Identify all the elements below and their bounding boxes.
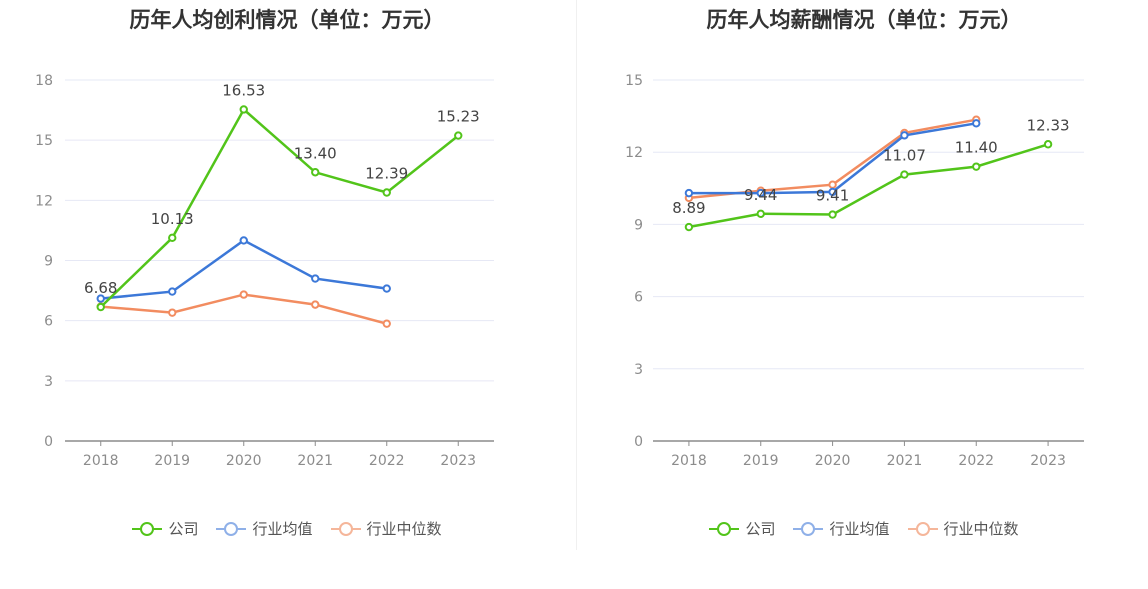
data-label: 9.44 xyxy=(744,186,777,204)
data-point-industry_median xyxy=(311,300,320,309)
data-label: 15.23 xyxy=(437,108,480,126)
data-point-industry_avg xyxy=(756,188,765,198)
data-point-industry_median xyxy=(382,319,391,328)
chart-legend: 公司 行业均值 行业中位数 xyxy=(577,518,1148,539)
y-tick-label: 6 xyxy=(44,314,53,330)
y-tick-label: 3 xyxy=(634,362,643,378)
data-label: 10.13 xyxy=(151,210,194,228)
x-tick-label: 2022 xyxy=(958,453,994,469)
profit-per-capita-panel: 历年人均创利情况（单位：万元） 0 3 6 9 12 15 18 2018 2019 2020 20… xyxy=(0,8,574,539)
data-point-company xyxy=(239,105,248,114)
data-label: 12.33 xyxy=(1027,116,1070,134)
y-tick-label: 15 xyxy=(35,133,53,149)
data-point-company xyxy=(96,302,105,312)
data-label: 12.39 xyxy=(365,165,408,183)
legend-item-company[interactable]: 公司 xyxy=(709,518,775,539)
x-tick-label: 2020 xyxy=(226,453,262,469)
y-tick-label: 6 xyxy=(634,290,643,306)
x-tick-label: 2021 xyxy=(297,453,333,469)
data-point-company xyxy=(684,222,694,232)
data-point-company xyxy=(454,131,463,140)
data-point-company xyxy=(756,209,765,219)
data-point-industry_avg xyxy=(900,131,909,140)
legend-median-marker-icon xyxy=(907,521,938,536)
legend-median-marker-icon xyxy=(330,521,361,536)
data-point-company xyxy=(1043,140,1053,149)
legend-label: 公司 xyxy=(745,520,776,538)
data-label: 6.68 xyxy=(84,279,117,297)
data-point-company xyxy=(168,233,177,243)
series-line-company xyxy=(688,143,1049,229)
chart-title: 历年人均创利情况（单位：万元） xyxy=(129,8,445,32)
salary-per-capita-panel: 历年人均薪酬情况（单位：万元） 0 3 6 9 12 15 2018 2019 2020 2021… xyxy=(577,0,1148,589)
y-tick-label: 12 xyxy=(625,145,643,161)
data-point-industry_median xyxy=(239,290,248,299)
legend-label: 公司 xyxy=(168,520,199,538)
legend-label: 行业均值 xyxy=(829,520,890,538)
panel-divider xyxy=(576,0,577,550)
y-tick-label: 9 xyxy=(44,254,53,270)
profit-per-capita-chart: 0 3 6 9 12 15 18 2018 2019 2020 2021 2022 2023 6.68 10… xyxy=(35,73,494,469)
salary-per-capita-chart: 0 3 6 9 12 15 2018 2019 2020 2021 2022 2023 8.89 9.44… xyxy=(625,73,1084,469)
x-tick-label: 2019 xyxy=(154,453,190,469)
data-point-industry_avg xyxy=(828,187,837,197)
data-label: 16.53 xyxy=(222,81,265,99)
data-label: 11.07 xyxy=(883,147,926,165)
x-tick-label: 2019 xyxy=(743,453,779,469)
x-tick-label: 2018 xyxy=(83,453,119,469)
data-point-industry_avg xyxy=(239,236,248,245)
data-point-company xyxy=(828,210,837,219)
legend-avg-marker-icon xyxy=(793,521,824,536)
data-point-industry_median xyxy=(168,308,177,317)
data-label: 13.40 xyxy=(294,144,337,162)
data-point-company xyxy=(972,162,981,171)
y-tick-label: 15 xyxy=(625,73,643,89)
legend-label: 行业中位数 xyxy=(366,520,442,538)
series-line-industry_avg xyxy=(100,238,387,300)
data-point-industry_avg xyxy=(684,188,694,198)
legend-item-industry-median[interactable]: 行业中位数 xyxy=(907,518,1019,539)
legend-label: 行业中位数 xyxy=(943,520,1019,538)
x-tick-label: 2021 xyxy=(887,453,923,469)
legend-avg-marker-icon xyxy=(216,521,247,536)
legend-company-marker-icon xyxy=(709,521,740,536)
y-tick-label: 0 xyxy=(44,434,53,450)
legend-item-company[interactable]: 公司 xyxy=(132,518,198,539)
legend-label: 行业均值 xyxy=(252,520,313,538)
y-tick-label: 12 xyxy=(35,193,53,209)
legend-item-industry-avg[interactable]: 行业均值 xyxy=(793,518,890,539)
x-tick-label: 2023 xyxy=(1030,453,1066,469)
data-label: 11.40 xyxy=(955,139,998,157)
x-tick-label: 2018 xyxy=(671,453,707,469)
y-tick-label: 3 xyxy=(44,374,53,390)
series-line-company xyxy=(99,107,460,308)
x-tick-label: 2022 xyxy=(369,453,405,469)
data-point-company xyxy=(311,168,320,177)
legend-item-industry-median[interactable]: 行业中位数 xyxy=(330,518,442,539)
chart-title: 历年人均薪酬情况（单位：万元） xyxy=(706,8,1022,32)
data-point-company xyxy=(900,170,909,179)
legend-item-industry-avg[interactable]: 行业均值 xyxy=(216,518,313,539)
data-point-industry_avg xyxy=(382,284,391,293)
x-tick-label: 2020 xyxy=(815,453,851,469)
data-point-industry_avg xyxy=(972,119,981,128)
y-tick-label: 9 xyxy=(634,217,643,233)
data-point-company xyxy=(382,188,391,197)
legend-company-marker-icon xyxy=(132,521,163,536)
y-tick-label: 0 xyxy=(634,434,643,450)
data-point-industry_avg xyxy=(168,287,177,296)
x-tick-label: 2023 xyxy=(440,453,476,469)
data-point-industry_avg xyxy=(311,274,320,283)
data-point-industry_avg xyxy=(96,294,105,303)
data-label: 8.89 xyxy=(672,199,705,217)
chart-legend: 公司 行业均值 行业中位数 xyxy=(0,518,574,539)
y-tick-label: 18 xyxy=(35,73,53,89)
series-line-industry_median xyxy=(100,293,388,325)
data-label: 9.41 xyxy=(816,187,849,205)
